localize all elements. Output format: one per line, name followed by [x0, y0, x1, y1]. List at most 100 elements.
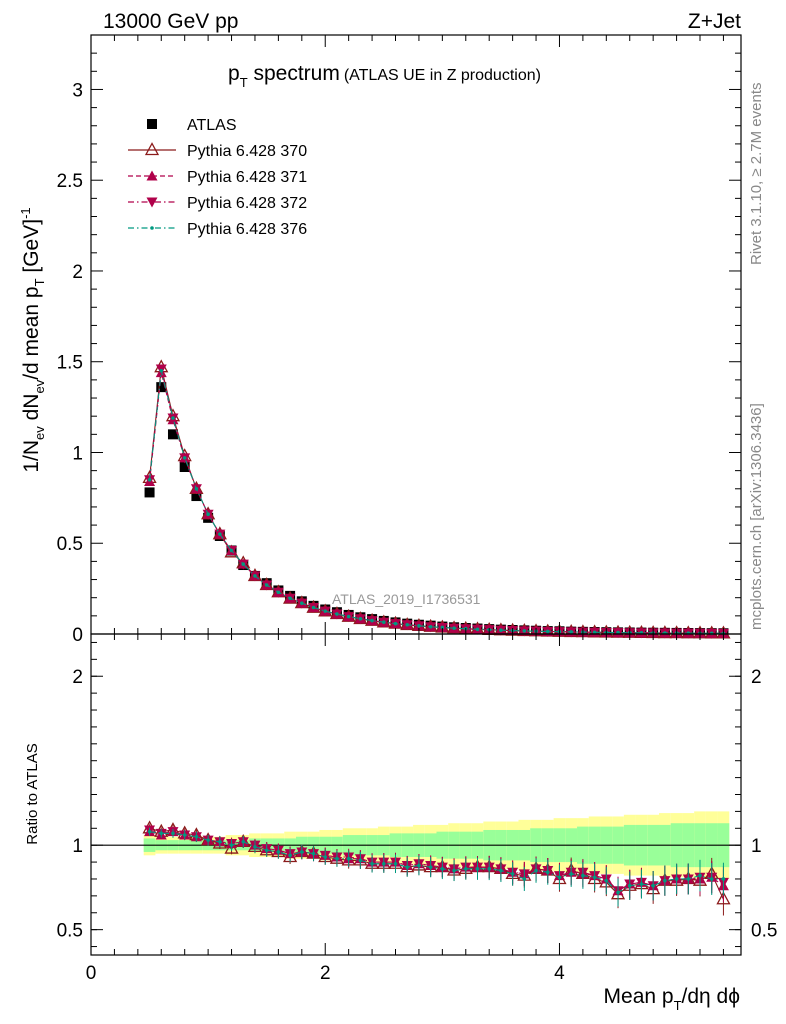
main-point: [522, 629, 527, 633]
main-point: [167, 429, 178, 440]
main-y-tick-label: 2: [72, 262, 83, 283]
ratio-point: [194, 834, 199, 839]
main-point: [499, 628, 503, 632]
legend-label: Pythia 6.428 372: [187, 195, 307, 212]
analysis-watermark: ATLAS_2019_I1736531: [332, 591, 481, 607]
ylabel-p4: /d mean p: [20, 286, 43, 379]
ratio-point: [639, 882, 644, 886]
plot-title-note: (ATLAS UE in Z production): [344, 67, 541, 84]
ratio-point: [557, 875, 562, 880]
plot-title-sub: T: [240, 75, 248, 90]
main-point: [569, 630, 573, 634]
ratio-point: [182, 833, 187, 837]
ratio-point: [674, 877, 679, 881]
ratio-point: [417, 863, 421, 868]
main-point: [191, 491, 202, 502]
main-point: [417, 624, 421, 628]
ratio-point: [358, 858, 363, 863]
main-y-axis-label: 1/Nev dNev/d mean pT [GeV]-1: [18, 207, 47, 472]
ratio-point: [229, 843, 234, 847]
main-point: [545, 629, 550, 634]
main-point: [194, 486, 199, 491]
plot-title-rest: spectrum: [248, 62, 340, 85]
main-point: [300, 601, 304, 605]
legend-marker: [150, 226, 154, 230]
legend-label: Pythia 6.428 370: [187, 143, 307, 160]
ratio-point: [346, 856, 351, 861]
rivet-label: Rivet 3.1.10, ≥ 2.7M events: [748, 83, 765, 266]
main-point: [179, 462, 190, 473]
ratio-point: [171, 831, 175, 836]
main-point: [440, 625, 445, 630]
ratio-point: [686, 877, 691, 881]
main-point: [147, 477, 152, 482]
ratio-point: [311, 851, 316, 856]
mcplots-label: mcplots.cern.ch [arXiv:1306.3436]: [748, 403, 765, 630]
ratio-point: [627, 883, 632, 888]
ylabel-p5: T: [32, 278, 47, 286]
ratio-y-tick-label: 1: [72, 836, 83, 857]
ratio-point: [616, 890, 620, 895]
ratio-point: [253, 845, 257, 849]
main-point: [346, 614, 351, 619]
ratio-point: [440, 867, 445, 871]
ratio-point: [581, 873, 585, 878]
x-axis-label: Mean pT/dη dϕ: [604, 985, 740, 1013]
ratio-point: [323, 855, 328, 859]
main-point: [144, 487, 155, 498]
main-y-tick-label: 0: [72, 625, 83, 646]
main-panel: 0 0.5 1 1.5 2 2.5 3: [57, 34, 742, 646]
ratio-point: [545, 870, 550, 875]
ratio-point: [147, 829, 152, 834]
plot-title: pT spectrum (ATLAS UE in Z production): [228, 62, 541, 90]
plot-title-main: p: [228, 62, 240, 85]
ratio-point: [276, 850, 281, 854]
ratio-point: [405, 865, 410, 869]
main-point: [311, 605, 316, 610]
header-right: Z+Jet: [688, 10, 741, 33]
ratio-series-line: [149, 831, 724, 894]
ratio-point: [604, 878, 609, 883]
main-point: [276, 590, 281, 595]
ratio-point: [159, 831, 164, 836]
legend: ATLAS Pythia 6.428 370 Pythia 6.428 371 Pyt…: [128, 117, 307, 238]
main-point: [592, 630, 597, 635]
x-tick-label: 2: [320, 963, 331, 984]
xlabel-p0: Mean p: [604, 985, 674, 1008]
xlabel-p2: /dη dϕ: [682, 985, 740, 1008]
main-point: [288, 596, 292, 601]
ratio-point: [721, 877, 726, 881]
ratio-point: [522, 877, 527, 881]
ratio-point: [592, 875, 597, 880]
ratio-y-tick-label: 0.5: [57, 921, 83, 942]
ratio-point: [463, 867, 468, 871]
ylabel-p6: [GeV]: [20, 219, 43, 279]
main-y-tick-label: 3: [72, 80, 83, 101]
ratio-point: [663, 878, 667, 883]
ratio-point: [393, 861, 398, 866]
main-point: [475, 627, 480, 632]
ratio-point: [381, 861, 386, 866]
main-point: [241, 562, 246, 566]
main-point: [335, 612, 339, 616]
main-point: [171, 416, 175, 420]
legend-label: Pythia 6.428 376: [187, 221, 307, 238]
x-tick-label: 4: [554, 963, 565, 984]
ratio-point: [452, 868, 456, 873]
main-point: [370, 618, 374, 623]
ratio-point: [487, 867, 491, 871]
legend-marker: [146, 197, 158, 208]
main-y-tick-label: 2.5: [57, 171, 83, 192]
main-point: [253, 574, 257, 578]
ratio-point: [709, 877, 714, 881]
ratio-frame: [90, 633, 742, 956]
main-point: [381, 620, 386, 625]
main-series-line: [149, 370, 724, 634]
ratio-point: [499, 868, 503, 873]
ratio-panel: 0.5 0.5 1 1 2 2 0 2 4: [57, 633, 777, 984]
ylabel-p7: -1: [18, 207, 33, 219]
ratio-point: [241, 840, 246, 844]
ratio-point: [218, 840, 222, 844]
main-point: [428, 624, 433, 629]
